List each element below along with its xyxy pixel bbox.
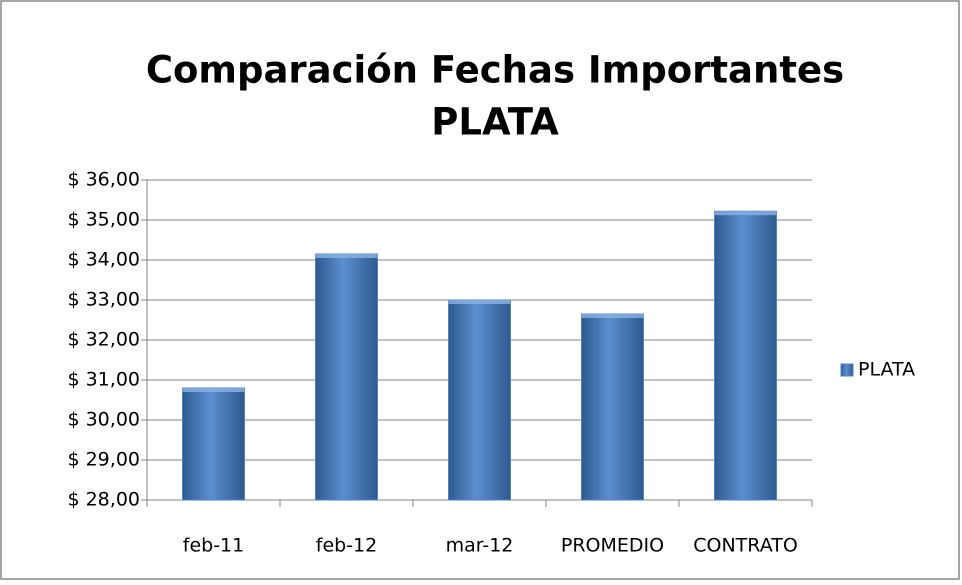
y-tick-label: $ 32,00	[67, 329, 140, 351]
x-tick-label: feb-12	[316, 535, 377, 557]
bar	[315, 253, 378, 501]
x-tick-label: feb-11	[183, 535, 244, 557]
chart-title: Comparación Fechas Importantes	[146, 49, 844, 92]
y-tick-label: $ 28,00	[67, 489, 140, 511]
bar	[581, 313, 644, 501]
y-tick-label: $ 35,00	[67, 209, 140, 231]
y-tick-label: $ 36,00	[67, 169, 140, 191]
x-tick-label: CONTRATO	[693, 535, 798, 557]
bar-cap	[714, 211, 777, 216]
y-tick-label: $ 33,00	[67, 289, 140, 311]
legend-label: PLATA	[858, 359, 915, 381]
y-tick-label: $ 29,00	[67, 449, 140, 471]
chart-title: PLATA	[431, 101, 559, 144]
bar	[714, 210, 777, 501]
bar	[182, 387, 245, 501]
bar-cap	[581, 314, 644, 318]
x-tick-label: mar-12	[446, 535, 514, 557]
bar-cap	[315, 254, 378, 258]
bar-cap	[182, 388, 245, 392]
x-tick-label: PROMEDIO	[561, 535, 664, 557]
bar-cap	[448, 300, 511, 304]
legend-swatch	[840, 363, 854, 377]
y-tick-label: $ 31,00	[67, 369, 140, 391]
bar	[448, 299, 511, 501]
y-tick-label: $ 30,00	[67, 409, 140, 431]
y-tick-label: $ 34,00	[67, 249, 140, 271]
